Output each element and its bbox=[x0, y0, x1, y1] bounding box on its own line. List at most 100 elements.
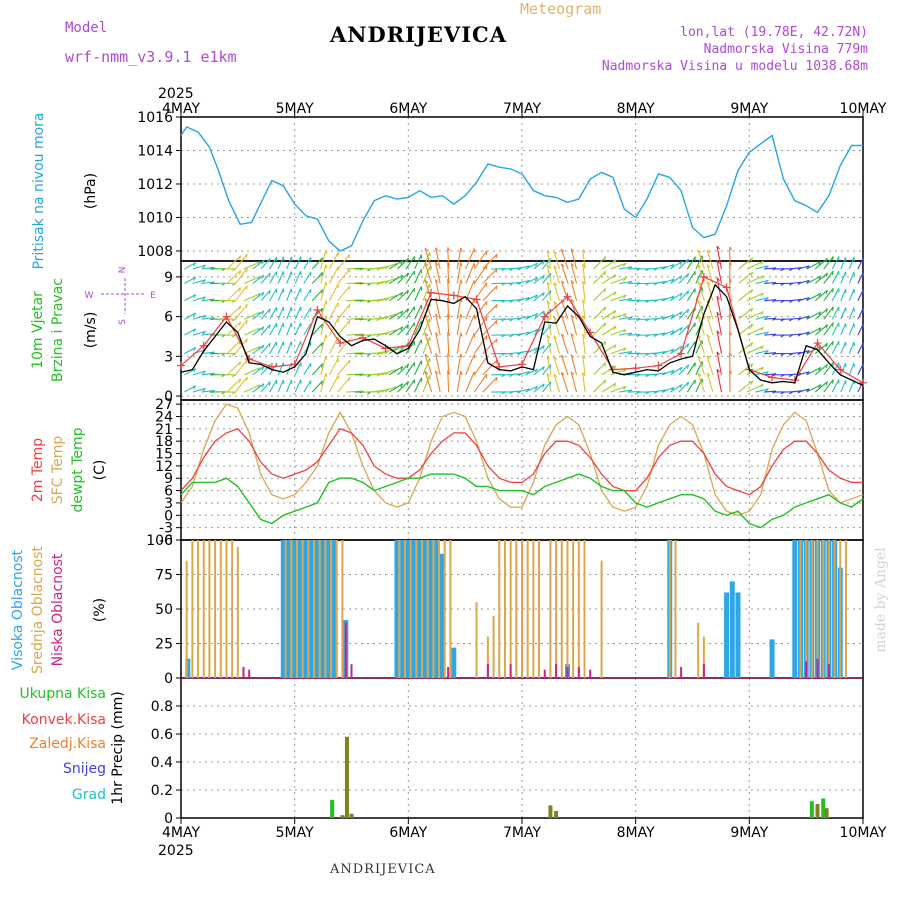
cloud-bar-low bbox=[827, 664, 830, 678]
wind-arrow bbox=[831, 306, 840, 320]
y-tick-label: 25 bbox=[155, 637, 173, 653]
cloud-bar-high bbox=[286, 540, 292, 678]
y-tick-label: 1010 bbox=[137, 210, 173, 226]
wind-arrow-head bbox=[406, 381, 409, 386]
wind-arrow bbox=[697, 373, 705, 393]
wind-arrow bbox=[525, 385, 538, 393]
wind-arrow bbox=[447, 353, 450, 375]
wind-arrow-head bbox=[376, 373, 381, 377]
wind-arrow bbox=[560, 248, 569, 270]
wind-arrow bbox=[192, 314, 206, 320]
wind-arrow-head bbox=[623, 329, 627, 333]
wind-arrow-head bbox=[495, 285, 498, 290]
cloud-bar-high bbox=[394, 540, 400, 678]
wind-arrow bbox=[840, 341, 847, 354]
wind-arrow-head bbox=[623, 386, 627, 390]
wind-arrow-head bbox=[435, 279, 439, 283]
wind-arrow-head bbox=[546, 264, 551, 269]
wind-arrow-head bbox=[765, 388, 769, 393]
wind-arrow-head bbox=[604, 271, 607, 276]
wind-arrow-head bbox=[818, 275, 822, 280]
wind-arrow-head bbox=[321, 272, 324, 277]
wind-arrow bbox=[328, 302, 339, 320]
wind-arrow bbox=[553, 335, 561, 354]
wind-arrow-head bbox=[348, 304, 351, 309]
wind-arrow bbox=[582, 355, 586, 375]
wind-arrow bbox=[814, 363, 828, 376]
wind-arrow bbox=[184, 312, 196, 320]
wind-arrow bbox=[286, 288, 292, 301]
wind-arrow bbox=[424, 279, 433, 301]
wind-arrow-head bbox=[670, 264, 675, 268]
wind-arrow-head bbox=[560, 354, 565, 359]
wind-arrow bbox=[311, 342, 323, 355]
wind-arrow-head bbox=[238, 361, 242, 366]
wind-arrow bbox=[380, 263, 397, 270]
wind-arrow-head bbox=[553, 316, 558, 321]
wind-arrow-head bbox=[261, 260, 265, 265]
cloud-bar-low bbox=[589, 669, 592, 678]
wind-arrow-head bbox=[534, 385, 539, 390]
wind-arrow bbox=[533, 383, 545, 393]
wind-arrow-head bbox=[534, 277, 539, 282]
wind-arrow-head bbox=[460, 332, 463, 337]
wind-arrow-head bbox=[290, 379, 293, 385]
wind-arrow-head bbox=[202, 370, 206, 375]
cloud-bar-mid bbox=[799, 540, 802, 678]
cloud-bar-mid bbox=[498, 540, 501, 678]
wind-arrow bbox=[755, 331, 769, 336]
wind-arrow-head bbox=[193, 294, 197, 299]
wind-arrow-head bbox=[570, 262, 575, 267]
wind-arrow bbox=[260, 381, 271, 393]
wind-arrow-head bbox=[495, 377, 498, 382]
y-tick-label: 21 bbox=[155, 422, 173, 438]
wind-arrow-head bbox=[679, 311, 683, 316]
wind-arrow bbox=[192, 370, 206, 376]
precip-bar-mixed bbox=[554, 811, 559, 818]
wind-arrow bbox=[582, 281, 586, 301]
wind-arrow-head bbox=[231, 300, 236, 304]
wind-arrow bbox=[456, 279, 462, 301]
pressure-line bbox=[180, 126, 863, 252]
wind-arrow bbox=[424, 354, 433, 376]
wind-arrow bbox=[661, 278, 675, 285]
wind-arrow-head bbox=[765, 371, 769, 375]
wind-arrow-head bbox=[686, 309, 690, 314]
wind-arrow bbox=[422, 251, 431, 270]
wind-arrow-head bbox=[716, 277, 720, 282]
wind-arrow bbox=[252, 366, 265, 376]
wind-arrows bbox=[184, 245, 864, 395]
precip-bar-mixed bbox=[824, 808, 829, 818]
wind-arrow-head bbox=[670, 278, 675, 283]
wind-arrow bbox=[686, 379, 696, 393]
wind-arrow-head bbox=[447, 247, 451, 252]
wind-arrow-head bbox=[238, 378, 242, 383]
wind-arrow-head bbox=[435, 247, 439, 252]
wind-arrow-head bbox=[546, 249, 551, 254]
wind-arrow bbox=[686, 271, 696, 284]
wind-arrow bbox=[260, 289, 271, 302]
wind-arrow-head bbox=[670, 369, 675, 374]
wind-arrow-head bbox=[623, 277, 627, 282]
wind-arrow bbox=[601, 259, 617, 270]
wind-arrow-head bbox=[818, 292, 822, 297]
cloud-bar-low bbox=[680, 666, 683, 678]
wind-arrow-head bbox=[546, 300, 551, 305]
wind-arrow-head bbox=[832, 379, 834, 384]
cloud-bar-high bbox=[331, 540, 337, 678]
wind-arrow bbox=[601, 309, 617, 320]
wind-arrow-head bbox=[495, 338, 498, 343]
wind-arrow bbox=[670, 275, 683, 284]
wind-arrow-head bbox=[686, 364, 690, 369]
wind-arrow-head bbox=[679, 275, 683, 280]
wind-arrow-head bbox=[325, 316, 328, 321]
wind-arrow bbox=[560, 315, 569, 336]
wind-arrow bbox=[553, 250, 561, 270]
wind-arrow bbox=[764, 333, 777, 336]
cloud-label-high: Visoka Oblacnost bbox=[10, 549, 26, 670]
wind-arrow bbox=[435, 313, 441, 336]
wind-arrow bbox=[716, 245, 723, 270]
cloud-bar-low bbox=[248, 669, 251, 678]
wind-arrow bbox=[806, 275, 822, 284]
cloud-bar-high bbox=[309, 540, 315, 678]
